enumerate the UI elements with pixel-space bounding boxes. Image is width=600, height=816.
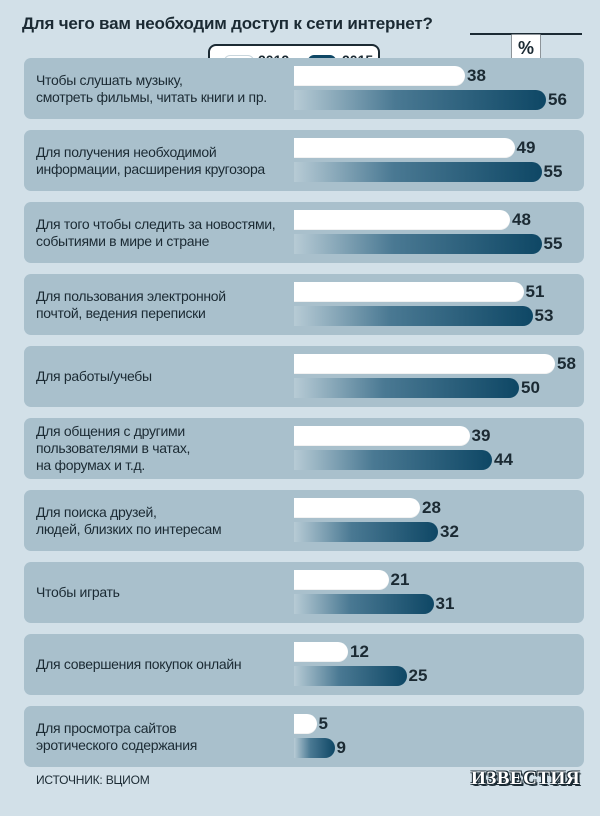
unit-label: % [517, 38, 534, 58]
chart-title: Для чего вам необходим доступ к сети инт… [22, 14, 433, 33]
bar-2015 [294, 738, 335, 758]
bar-value-2012: 28 [422, 498, 441, 517]
bar-2015 [294, 522, 438, 542]
bar-2015 [294, 234, 542, 254]
bar-value-2015: 25 [408, 666, 428, 685]
bar-2015 [294, 594, 434, 614]
category-label: Чтобы играть [36, 584, 120, 600]
bar-2012 [294, 210, 510, 230]
category-label: Для поиска друзей, людей, близких по инте… [36, 503, 222, 537]
bar-2015 [294, 90, 546, 110]
bar-2012 [294, 66, 465, 86]
bar-value-2012: 48 [512, 210, 531, 229]
bar-2012 [294, 354, 555, 374]
bar-value-2015: 32 [440, 522, 459, 541]
category-label: Чтобы слушать музыку, смотреть фильмы, чи… [36, 71, 267, 105]
bar-value-2015: 55 [543, 162, 563, 181]
bar-2015 [294, 450, 492, 470]
category-label: Для совершения покупок онлайн [36, 656, 242, 672]
bar-value-2015: 55 [543, 234, 563, 253]
bar-2012 [294, 138, 515, 158]
bar-2015 [294, 666, 407, 686]
bar-2015 [294, 378, 519, 398]
bar-value-2012: 21 [390, 570, 410, 589]
bar-value-2012: 5 [318, 714, 328, 733]
source-note: ИСТОЧНИК: ВЦИОМ [36, 773, 150, 787]
bar-2012 [294, 498, 420, 518]
bar-value-2012: 51 [525, 282, 545, 301]
bar-value-2012: 38 [467, 66, 486, 85]
bar-value-2015: 31 [435, 594, 455, 613]
bar-2012 [294, 642, 348, 662]
bar-2015 [294, 162, 542, 182]
bar-value-2015: 56 [548, 90, 567, 109]
bar-value-2015: 9 [336, 738, 346, 757]
bar-2015 [294, 306, 533, 326]
brand-logo: ИЗВЕСТИЯ [470, 768, 580, 789]
bar-2012 [294, 426, 470, 446]
bar-value-2015: 44 [494, 450, 513, 469]
category-label: Для просмотра сайтов эротического содержа… [36, 719, 198, 753]
bar-value-2012: 12 [350, 642, 369, 661]
bar-2012 [294, 714, 317, 734]
category-label: Для работы/учебы [36, 368, 152, 384]
bar-value-2015: 53 [534, 306, 554, 325]
bar-value-2015: 50 [521, 378, 540, 397]
category-label: Для общения с другими пользователями в ча… [36, 423, 191, 473]
bar-value-2012: 39 [471, 426, 491, 445]
bar-2012 [294, 570, 389, 590]
bar-value-2012: 49 [516, 138, 536, 157]
bar-value-2012: 58 [557, 354, 576, 373]
bar-2012 [294, 282, 524, 302]
category-label: Для получения необходимой информации, рас… [36, 143, 265, 177]
category-label: Для того чтобы следить за новостями, собы… [36, 215, 276, 249]
category-label: Для пользования электронной почтой, веден… [36, 287, 226, 321]
